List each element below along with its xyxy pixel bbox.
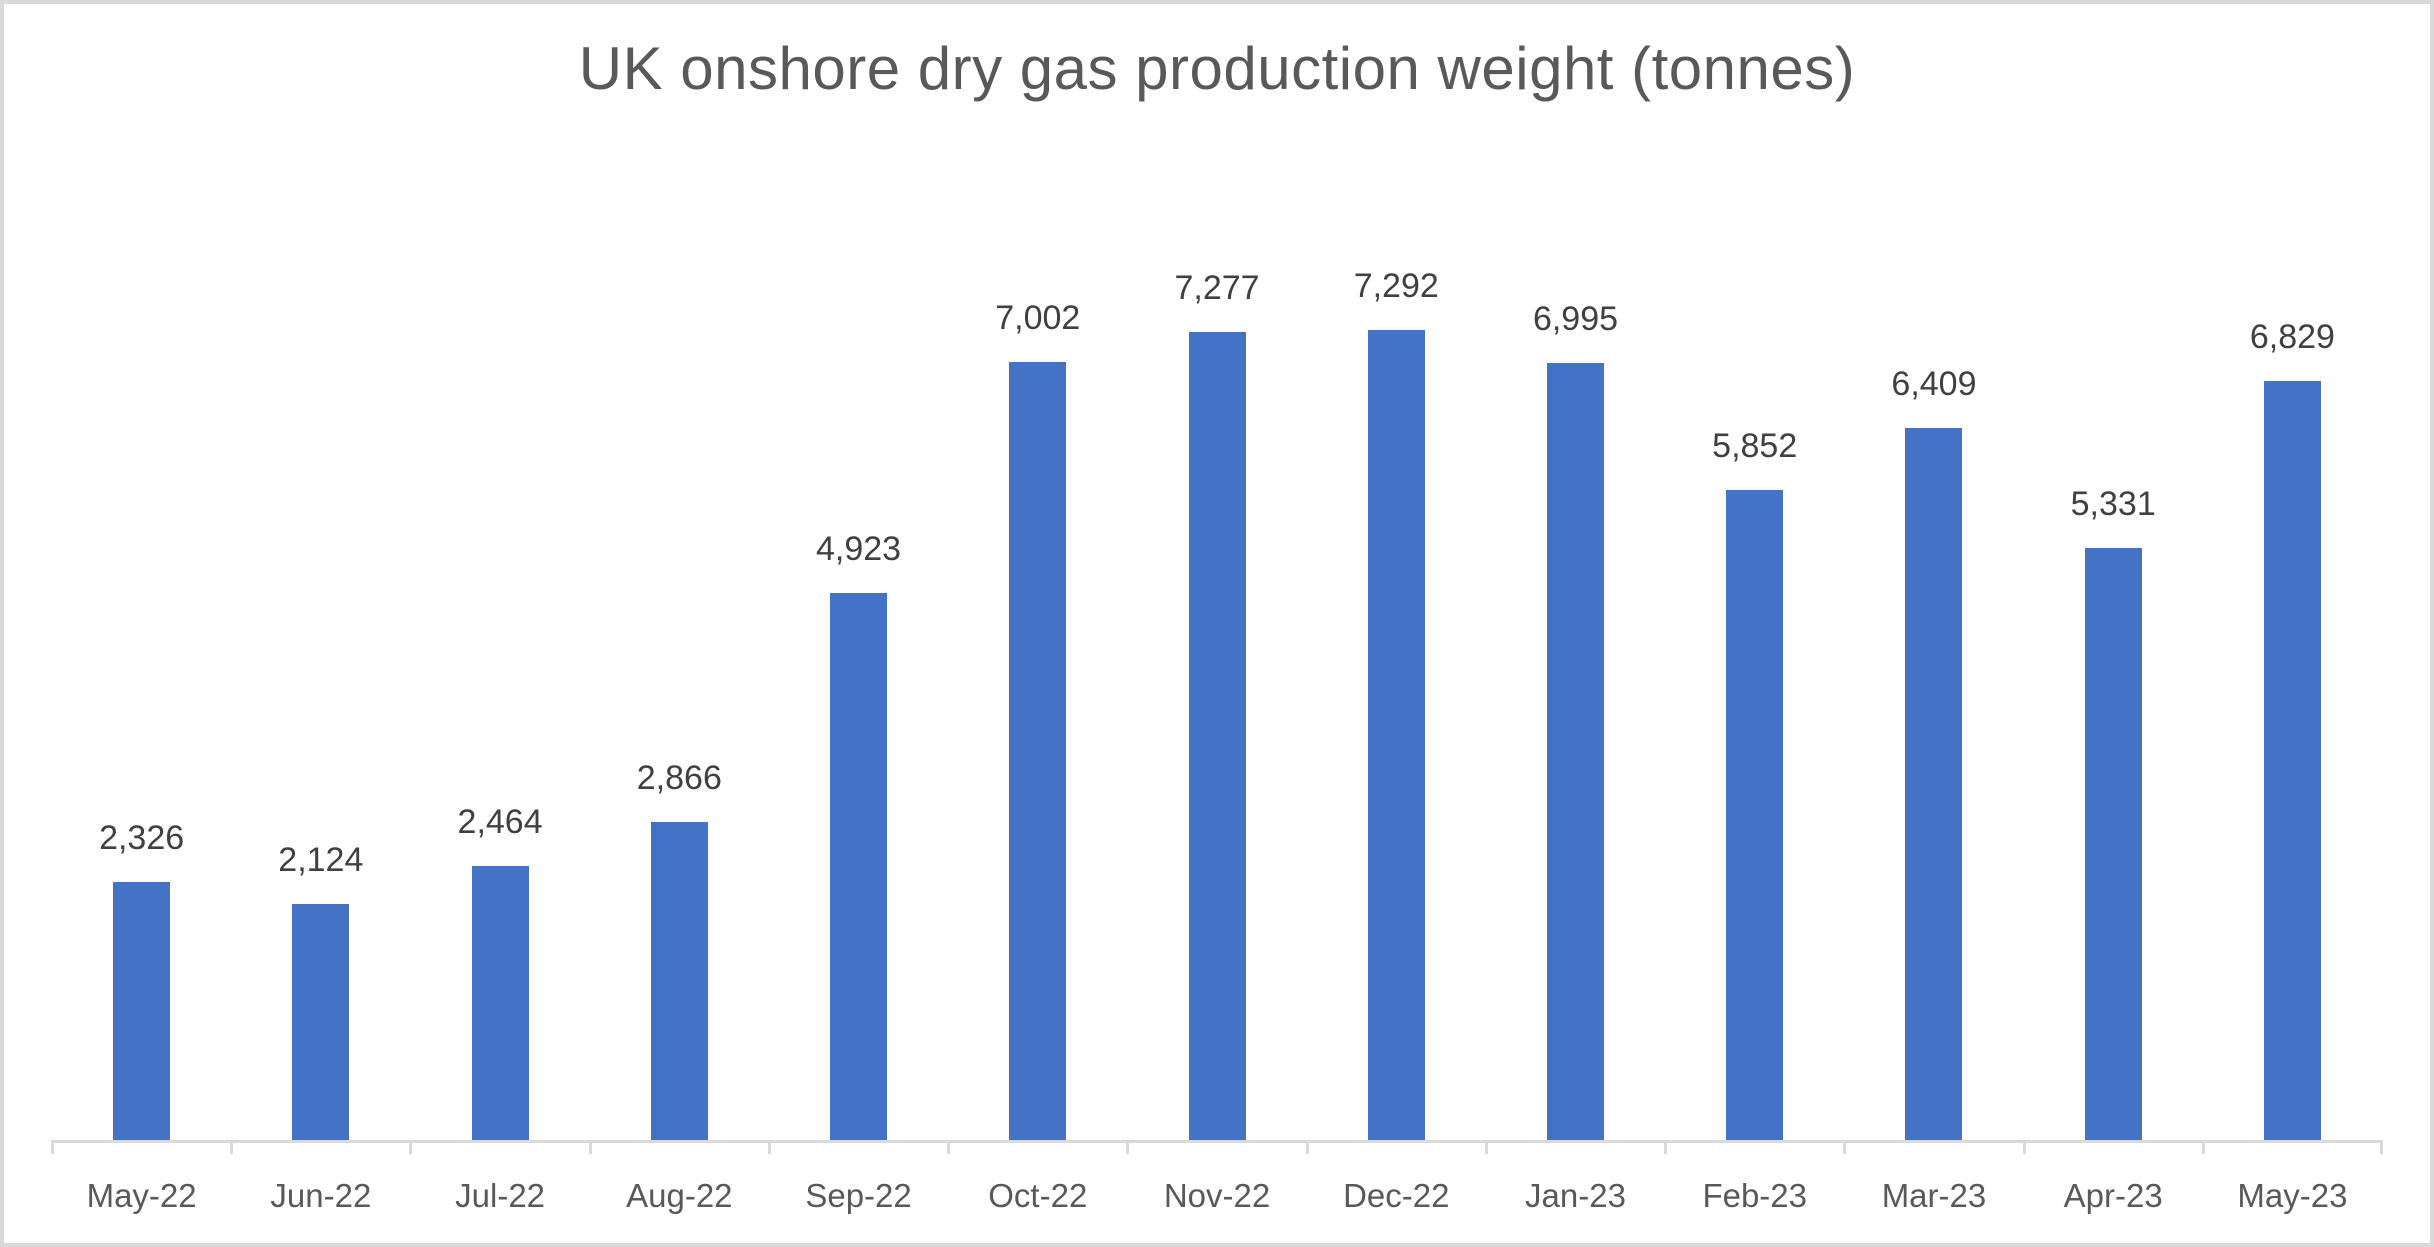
x-axis-label: Apr-23 xyxy=(2022,1140,2203,1215)
bar-value-label: 5,331 xyxy=(2070,485,2156,523)
bar-value-label: 6,995 xyxy=(1532,300,1619,338)
plot-area: 2,326 2,124 2,464 2,866 4,923 7,002 7,277 7,292… xyxy=(52,4,2382,1143)
bar-value-label: 5,852 xyxy=(1712,427,1798,465)
x-axis: May-22 Jun-22 Jul-22 Aug-22 Sep-22 Oct-22 Nov-… xyxy=(50,1140,2383,1215)
bar-slot: 7,277 xyxy=(1127,269,1306,1140)
x-axis-label: Oct-22 xyxy=(947,1140,1127,1215)
bar-value-label: 4,923 xyxy=(816,530,902,568)
bar-value-label: 2,464 xyxy=(457,803,543,841)
bar-value-label: 7,002 xyxy=(995,299,1081,337)
bar-slot: 2,326 xyxy=(52,819,231,1140)
x-axis-label: Jun-22 xyxy=(230,1140,410,1215)
bar xyxy=(1188,332,1246,1140)
x-axis-label: Aug-22 xyxy=(588,1140,769,1215)
x-axis-label: Sep-22 xyxy=(767,1140,948,1215)
x-axis-label: Feb-23 xyxy=(1664,1140,1844,1215)
bar-value-label: 2,124 xyxy=(278,841,364,879)
chart-title: UK onshore dry gas production weight (to… xyxy=(578,35,1856,102)
bar xyxy=(113,882,171,1140)
bar xyxy=(1726,490,1784,1140)
bar-slot: 5,852 xyxy=(1665,427,1844,1140)
bar xyxy=(1009,362,1067,1140)
bar-slot: 7,002 xyxy=(948,299,1127,1140)
bar-slot: 7,292 xyxy=(1307,267,1486,1140)
bar-slot: 2,124 xyxy=(231,841,410,1140)
x-axis-label: Nov-22 xyxy=(1126,1140,1306,1215)
x-axis-label: Dec-22 xyxy=(1305,1140,1486,1215)
bar-slot: 6,829 xyxy=(2203,318,2382,1140)
bar-value-label: 2,866 xyxy=(636,759,722,797)
bar-slot: 6,995 xyxy=(1486,300,1665,1140)
bar-slot: 5,331 xyxy=(2024,485,2203,1140)
x-axis-label: May-22 xyxy=(50,1140,231,1215)
x-axis-label: Jan-23 xyxy=(1484,1140,1665,1215)
bar-slot: 2,866 xyxy=(590,759,769,1140)
bar-slot: 6,409 xyxy=(1844,365,2023,1140)
bar-slot: 4,923 xyxy=(769,530,948,1140)
bar xyxy=(1546,363,1604,1140)
bar xyxy=(1367,330,1425,1140)
bar xyxy=(2084,548,2142,1140)
bar-value-label: 6,409 xyxy=(1891,365,1977,403)
x-axis-label: Mar-23 xyxy=(1843,1140,2023,1215)
bar xyxy=(2263,381,2321,1140)
x-axis-label: Jul-22 xyxy=(409,1140,589,1215)
bar-value-label: 6,829 xyxy=(2249,318,2335,356)
x-axis-label: May-23 xyxy=(2201,1140,2382,1215)
bar xyxy=(830,593,888,1140)
bar xyxy=(471,866,529,1140)
bar xyxy=(650,822,708,1140)
bar-slot: 2,464 xyxy=(410,803,589,1140)
bar xyxy=(1905,428,1963,1140)
bar-value-label: 7,292 xyxy=(1353,267,1439,305)
bar xyxy=(292,904,350,1140)
bar-value-label: 2,326 xyxy=(99,819,185,857)
bar-value-label: 7,277 xyxy=(1174,269,1260,307)
